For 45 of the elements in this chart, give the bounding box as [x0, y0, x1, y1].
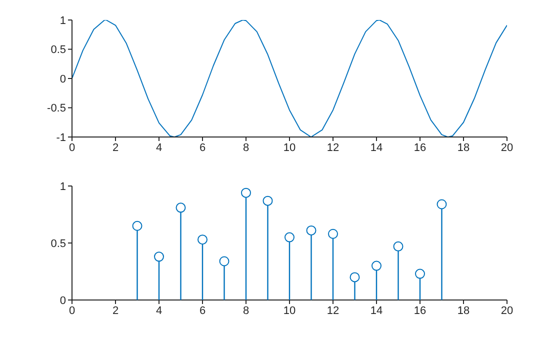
x-tick-label: 14: [370, 304, 383, 317]
x-tick-label: 10: [283, 304, 296, 317]
y-tick-label: 0.5: [50, 238, 66, 250]
y-tick-label: 0: [60, 73, 66, 86]
x-tick-label: 18: [457, 304, 470, 317]
y-tick-label: 0.5: [50, 44, 66, 56]
point: [132, 220, 142, 231]
y-tick-label: -0.5: [47, 102, 66, 115]
x-tick-label: 8: [242, 142, 250, 154]
y-tick-label: -1: [56, 132, 66, 144]
point: [284, 232, 294, 242]
x-tick-label: 20: [500, 142, 514, 154]
x-tick-label: 6: [199, 304, 206, 317]
point: [350, 272, 360, 282]
point: [262, 196, 273, 206]
y-tick-label: 1: [60, 180, 66, 193]
point: [176, 202, 186, 213]
point: [198, 234, 208, 245]
point: [436, 199, 447, 210]
point: [219, 256, 230, 266]
point: [372, 260, 382, 271]
x-tick-label: 10: [283, 142, 296, 154]
point: [328, 228, 338, 239]
x-tick-label: 4: [156, 142, 162, 154]
x-tick-label: 0: [68, 304, 76, 317]
x-tick-label: 0: [68, 142, 76, 154]
y-tick-label: 1: [60, 14, 66, 27]
x-tick-label: 12: [326, 142, 340, 154]
x-tick-label: 12: [326, 304, 340, 317]
x-tick-label: 18: [457, 142, 470, 154]
x-tick-label: 2: [112, 142, 119, 154]
x-tick-label: 6: [199, 142, 206, 154]
point: [306, 225, 316, 236]
y-tick-label: 0: [60, 294, 66, 307]
point: [393, 241, 404, 252]
point: [241, 188, 251, 198]
x-tick-label: 16: [414, 142, 426, 154]
x-tick-label: 16: [414, 304, 426, 317]
x-tick-label: 20: [500, 304, 514, 317]
point: [154, 252, 164, 262]
point: [415, 268, 425, 279]
x-tick-label: 8: [242, 304, 250, 317]
x-tick-label: 2: [112, 304, 119, 317]
x-tick-label: 14: [370, 142, 383, 154]
x-tick-label: 4: [156, 304, 162, 317]
